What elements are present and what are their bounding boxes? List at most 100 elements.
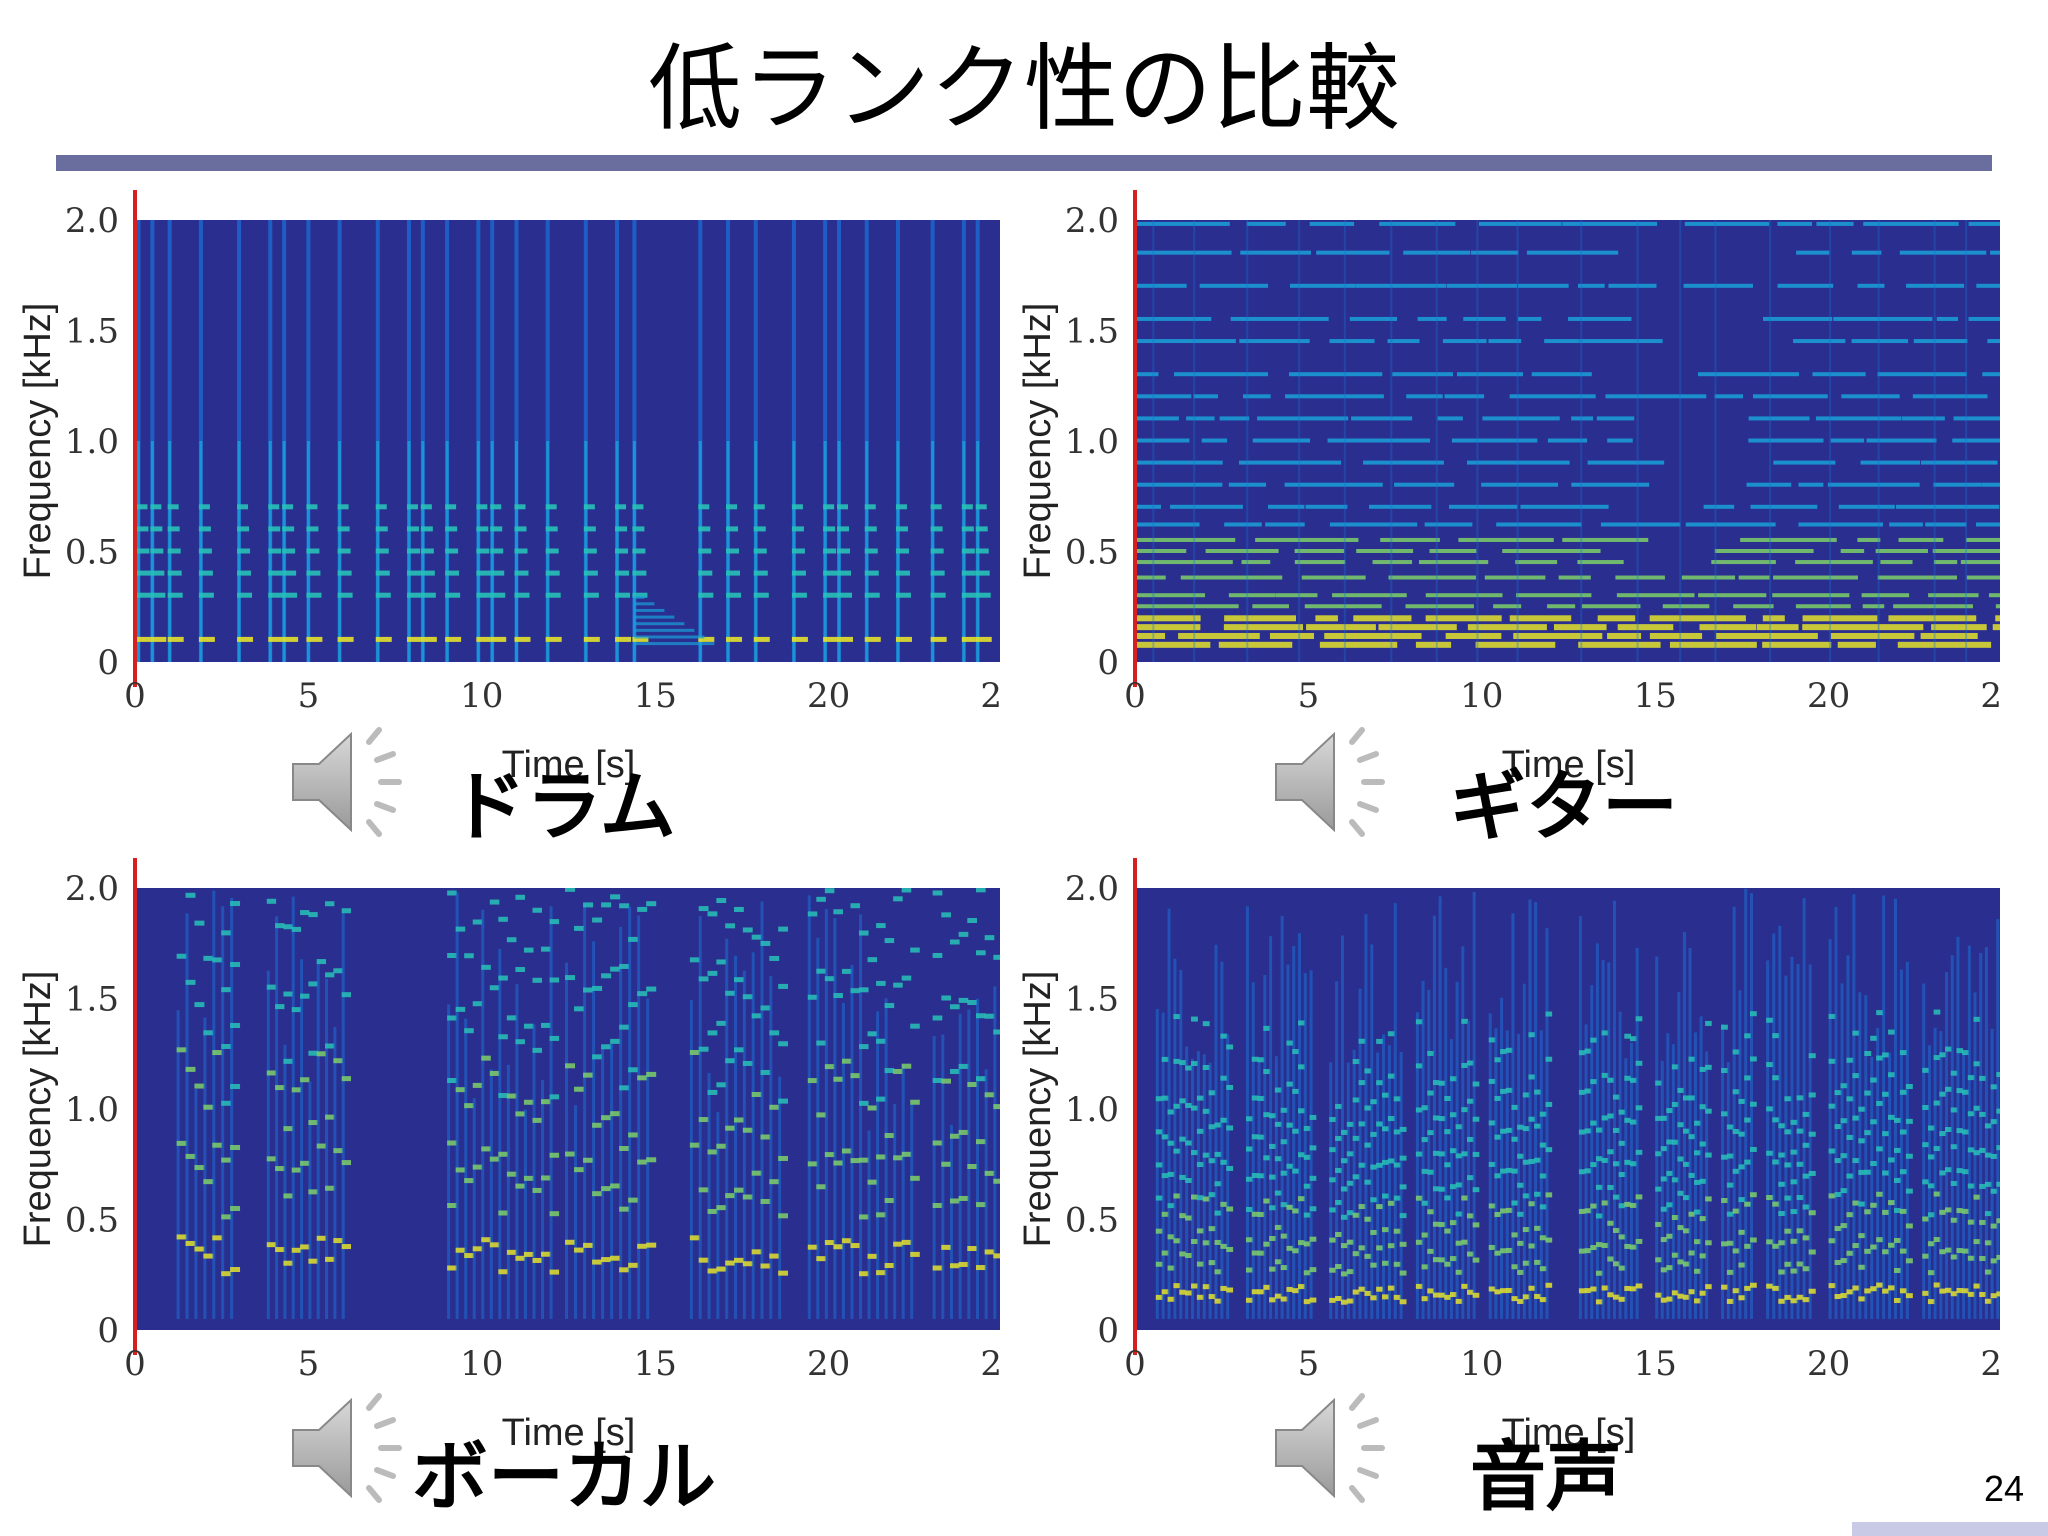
harmonic-segment xyxy=(1226,1287,1234,1293)
harmonic-segment xyxy=(1202,1152,1210,1158)
harmonic-segment xyxy=(515,894,525,900)
harmonic-segment xyxy=(1784,1096,1792,1102)
harmonic-segment xyxy=(1472,1257,1480,1263)
harmonic-segment xyxy=(341,992,352,998)
harmonic-segment xyxy=(910,1251,920,1257)
harmonic-segment xyxy=(1346,1239,1354,1245)
footer-bar xyxy=(1852,1522,2048,1536)
harmonic-segment xyxy=(751,934,762,940)
harmonic-segment xyxy=(185,1240,196,1246)
harmonic-segment xyxy=(884,1133,895,1139)
harmonic-segment xyxy=(1840,1293,1848,1299)
harmonic-segment xyxy=(1528,1201,1536,1207)
harmonic-segment xyxy=(1263,1112,1271,1118)
harmonic-segment xyxy=(1721,1111,1728,1117)
harmonic-segment xyxy=(1263,1198,1271,1204)
harmonic-segment xyxy=(221,1271,232,1277)
harmonic-segment xyxy=(447,1077,457,1083)
onset-streak xyxy=(1829,220,1832,662)
harmonic-segment xyxy=(1694,1298,1701,1304)
harmonic-segment xyxy=(230,962,241,968)
harmonic-segment xyxy=(1840,1153,1848,1159)
harmonic-segment xyxy=(1511,1104,1519,1110)
harmonic-tick xyxy=(726,592,742,598)
harmonic-segment xyxy=(1876,1146,1884,1152)
harmonic-segment xyxy=(1922,1105,1929,1111)
harmonic-line xyxy=(1906,283,1965,288)
harmonic-segment xyxy=(1214,1122,1222,1128)
vertical-streak xyxy=(1534,902,1538,1319)
harmonic-segment xyxy=(1612,1127,1620,1133)
harmonic-segment xyxy=(1161,1250,1169,1256)
harmonic-segment xyxy=(932,952,943,958)
harmonic-segment xyxy=(1257,1057,1265,1063)
harmonic-segment xyxy=(1984,1181,1992,1187)
harmonic-segment xyxy=(1335,1231,1342,1237)
harmonic-line xyxy=(1516,593,1592,598)
harmonic-segment xyxy=(1660,1206,1668,1212)
harmonic-tick xyxy=(975,526,988,532)
harmonic-segment xyxy=(742,1194,753,1200)
harmonic-segment xyxy=(1796,1228,1804,1234)
speaker-icon[interactable] xyxy=(1268,722,1398,842)
harmonic-segment xyxy=(760,940,771,946)
harmonic-line xyxy=(1394,482,1455,487)
harmonic-line xyxy=(1356,549,1414,553)
harmonic-line xyxy=(1860,460,1920,465)
harmonic-segment xyxy=(1945,1167,1952,1173)
harmonic-line xyxy=(1838,504,1895,509)
harmonic-line xyxy=(1513,632,1603,639)
harmonic-segment xyxy=(1155,1195,1163,1201)
harmonic-segment xyxy=(308,1050,318,1056)
harmonic-segment xyxy=(1286,1122,1294,1128)
harmonic-segment xyxy=(1624,1117,1631,1123)
harmonic-segment xyxy=(1922,1290,1929,1296)
harmonic-segment xyxy=(194,1165,205,1171)
harmonic-segment xyxy=(1612,1261,1620,1267)
harmonic-tick xyxy=(975,548,989,554)
harmonic-segment xyxy=(637,1159,648,1165)
harmonic-segment xyxy=(1340,1271,1348,1277)
harmonic-line xyxy=(1238,460,1342,465)
harmonic-segment xyxy=(1950,1217,1958,1223)
speaker-icon[interactable] xyxy=(285,1388,415,1508)
harmonic-segment xyxy=(850,988,861,994)
harmonic-segment xyxy=(341,908,352,914)
harmonic-segment xyxy=(1539,1297,1547,1303)
harmonic-tick xyxy=(698,570,713,576)
harmonic-segment xyxy=(341,1160,352,1166)
harmonic-line xyxy=(1880,560,1913,565)
harmonic-tick xyxy=(583,526,596,532)
harmonic-segment xyxy=(1352,1251,1360,1257)
harmonic-segment xyxy=(1488,1078,1496,1084)
harmonic-line xyxy=(1711,560,1776,565)
harmonic-line xyxy=(1246,221,1286,226)
vertical-streak xyxy=(1208,1062,1212,1319)
harmonic-line xyxy=(1201,438,1228,443)
harmonic-segment xyxy=(1864,1130,1872,1136)
harmonic-tick xyxy=(420,570,435,576)
harmonic-segment xyxy=(1494,1134,1502,1140)
vertical-streak xyxy=(734,955,738,1319)
harmonic-segment xyxy=(619,903,630,909)
harmonic-line xyxy=(1877,575,1957,580)
harmonic-segment xyxy=(1370,1164,1378,1170)
harmonic-segment xyxy=(1629,1286,1637,1292)
harmonic-segment xyxy=(1167,1171,1175,1177)
vertical-streak xyxy=(1996,919,2000,1319)
speaker-icon[interactable] xyxy=(1268,1388,1398,1508)
harmonic-segment xyxy=(807,1244,818,1250)
harmonic-segment xyxy=(565,1063,576,1069)
vertical-streak xyxy=(1984,947,1988,1319)
harmonic-segment xyxy=(751,1013,762,1019)
harmonic-segment xyxy=(1834,1260,1842,1266)
harmonic-segment xyxy=(734,906,744,912)
speaker-icon[interactable] xyxy=(285,722,415,842)
harmonic-segment xyxy=(1939,1052,1947,1058)
harmonic-segment xyxy=(1303,1125,1311,1131)
harmonic-segment xyxy=(1796,1261,1804,1267)
harmonic-segment xyxy=(308,981,318,987)
harmonic-tick xyxy=(237,504,249,510)
onset-streak xyxy=(1580,220,1583,662)
